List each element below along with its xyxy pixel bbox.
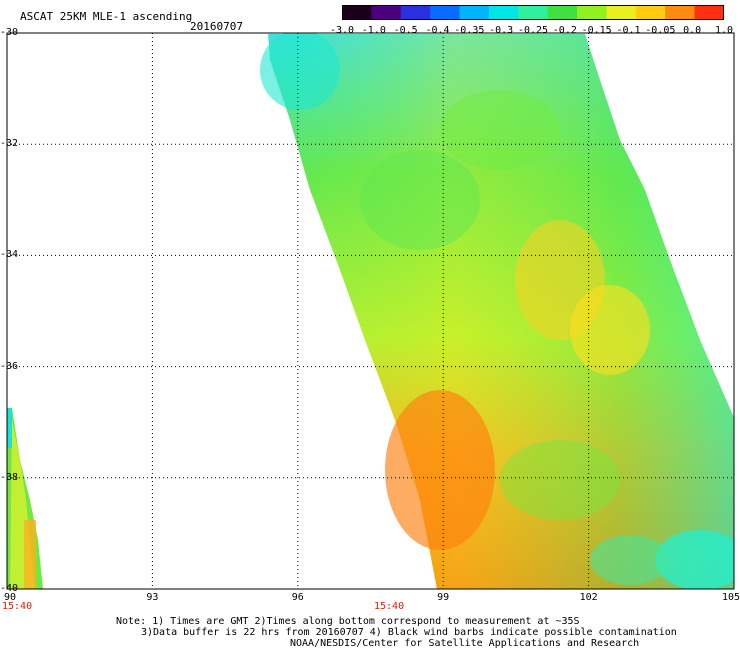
lat-label: -32: [0, 138, 19, 150]
lat-label: -34: [0, 249, 19, 261]
colorbar-swatch: [488, 5, 519, 20]
colorbar-swatch: [371, 5, 402, 20]
lat-label: -30: [0, 27, 19, 38]
lat-label: -36: [0, 360, 19, 372]
colorbar-label: -0.05: [645, 25, 676, 36]
colorbar-swatch: [665, 5, 696, 20]
colorbar-label: 1.0: [714, 25, 734, 36]
product-date: 20160707: [190, 20, 243, 33]
lon-label: 96: [291, 592, 304, 603]
note-line-1: Note: 1) Times are GMT 2)Times along bot…: [116, 616, 580, 627]
lon-label: 99: [437, 592, 450, 603]
colorbar-swatch: [518, 5, 549, 20]
colorbar-label: -0.25: [517, 25, 549, 36]
time-left: 15:40: [2, 601, 33, 612]
colorbar-label: -0.5: [393, 25, 418, 36]
colorbar-swatch: [400, 5, 431, 20]
colorbar-swatch: [459, 5, 490, 20]
colorbar-swatch: [577, 5, 607, 20]
colorbar-label: -0.3: [489, 25, 514, 36]
lat-label: -38: [0, 471, 19, 483]
colorbar-swatch: [694, 5, 724, 20]
lon-label: 105: [721, 592, 740, 603]
colorbar-swatch: [547, 5, 578, 20]
colorbar-label: -0.1: [616, 25, 641, 36]
colorbar-label: -0.2: [552, 25, 577, 36]
product-title: ASCAT 25KM MLE-1 ascending: [20, 10, 193, 23]
colorbar-swatch: [635, 5, 666, 20]
note-line-3: NOAA/NESDIS/Center for Satellite Applica…: [290, 638, 640, 649]
colorbar: [342, 5, 724, 20]
colorbar-swatch: [342, 5, 372, 20]
plot-frame: [6, 32, 735, 590]
lat-label: -40: [0, 583, 19, 594]
colorbar-label: -0.4: [425, 25, 450, 36]
colorbar-label: -3.0: [329, 25, 355, 36]
colorbar-swatch: [606, 5, 637, 20]
graticule: [7, 33, 734, 589]
lon-label: 102: [579, 592, 598, 603]
colorbar-label: -0.35: [454, 25, 485, 36]
note-line-2: 3)Data buffer is 22 hrs from 20160707 4)…: [141, 627, 677, 638]
lon-label: 90: [3, 592, 17, 603]
time-center: 15:40: [374, 601, 405, 612]
lon-label: 93: [146, 592, 159, 603]
colorbar-label: -1.0: [361, 25, 386, 36]
colorbar-label: 0.0: [683, 25, 702, 36]
colorbar-label: -0.15: [581, 25, 612, 36]
colorbar-swatch: [430, 5, 461, 20]
swath-data: [7, 33, 734, 589]
